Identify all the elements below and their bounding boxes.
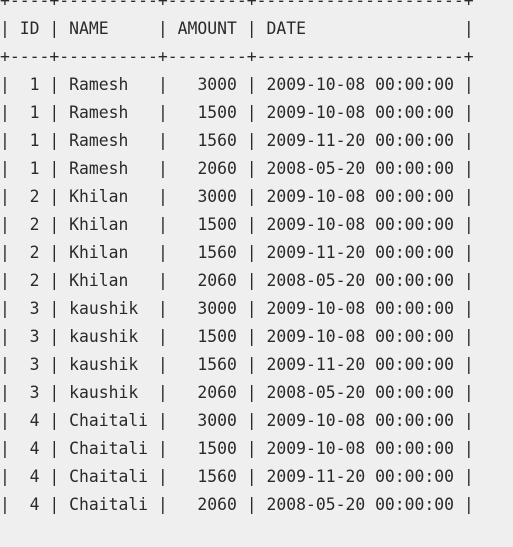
cell-id: 3 <box>29 383 40 402</box>
cell-date: 2008-05-20 00:00:00 <box>266 495 455 514</box>
cell-name: Chaitali <box>69 467 149 486</box>
column-header-amount: AMOUNT <box>177 19 237 38</box>
cell-id: 1 <box>29 103 40 122</box>
cell-id: 3 <box>29 299 40 318</box>
cell-amount: 1560 <box>197 131 237 150</box>
cell-amount: 1560 <box>197 355 237 374</box>
cell-amount: 1500 <box>197 327 237 346</box>
cell-name: Khilan <box>69 187 129 206</box>
table-border-header: +----+----------+--------+--------------… <box>0 47 474 66</box>
table-row: | 2 | Khilan | 1500 | 2009-10-08 00:00:0… <box>0 215 474 234</box>
table-row: | 4 | Chaitali | 2060 | 2008-05-20 00:00… <box>0 495 474 514</box>
cell-name: Khilan <box>69 271 129 290</box>
cell-date: 2009-10-08 00:00:00 <box>266 327 455 346</box>
table-row: | 4 | Chaitali | 1560 | 2009-11-20 00:00… <box>0 467 474 486</box>
cell-date: 2008-05-20 00:00:00 <box>266 159 455 178</box>
cell-amount: 1500 <box>197 215 237 234</box>
cell-id: 2 <box>29 271 40 290</box>
table-row: | 1 | Ramesh | 3000 | 2009-10-08 00:00:0… <box>0 75 474 94</box>
cell-amount: 3000 <box>197 187 237 206</box>
cell-id: 1 <box>29 159 40 178</box>
table-row: | 3 | kaushik | 1560 | 2009-11-20 00:00:… <box>0 355 474 374</box>
cell-id: 4 <box>29 467 40 486</box>
cell-name: Ramesh <box>69 159 129 178</box>
cell-amount: 2060 <box>197 383 237 402</box>
cell-name: Khilan <box>69 215 129 234</box>
table-row: | 2 | Khilan | 1560 | 2009-11-20 00:00:0… <box>0 243 474 262</box>
cell-id: 4 <box>29 495 40 514</box>
cell-name: Ramesh <box>69 131 129 150</box>
cell-amount: 3000 <box>197 75 237 94</box>
cell-amount: 2060 <box>197 271 237 290</box>
table-row: | 2 | Khilan | 3000 | 2009-10-08 00:00:0… <box>0 187 474 206</box>
cell-name: Ramesh <box>69 75 129 94</box>
cell-name: kaushik <box>69 299 139 318</box>
cell-name: Chaitali <box>69 439 149 458</box>
cell-name: kaushik <box>69 327 139 346</box>
cell-amount: 1500 <box>197 103 237 122</box>
cell-date: 2009-11-20 00:00:00 <box>266 243 455 262</box>
table-header-row: | ID | NAME | AMOUNT | DATE | <box>0 19 474 38</box>
table-row: | 4 | Chaitali | 1500 | 2009-10-08 00:00… <box>0 439 474 458</box>
column-header-name: NAME <box>69 19 109 38</box>
table-row: | 2 | Khilan | 2060 | 2008-05-20 00:00:0… <box>0 271 474 290</box>
column-header-date: DATE <box>266 19 306 38</box>
cell-id: 1 <box>29 75 40 94</box>
cell-date: 2009-10-08 00:00:00 <box>266 75 455 94</box>
cell-date: 2008-05-20 00:00:00 <box>266 271 455 290</box>
cell-amount: 2060 <box>197 495 237 514</box>
cell-id: 2 <box>29 243 40 262</box>
cell-amount: 1560 <box>197 243 237 262</box>
cell-name: Chaitali <box>69 495 149 514</box>
cell-amount: 1500 <box>197 439 237 458</box>
cell-date: 2009-10-08 00:00:00 <box>266 411 455 430</box>
cell-amount: 1560 <box>197 467 237 486</box>
table-row: | 1 | Ramesh | 1560 | 2009-11-20 00:00:0… <box>0 131 474 150</box>
table-body: | 1 | Ramesh | 3000 | 2009-10-08 00:00:0… <box>0 71 474 519</box>
cell-id: 1 <box>29 131 40 150</box>
table-row: | 3 | kaushik | 3000 | 2009-10-08 00:00:… <box>0 299 474 318</box>
table-row: | 3 | kaushik | 2060 | 2008-05-20 00:00:… <box>0 383 474 402</box>
cell-name: Chaitali <box>69 411 149 430</box>
cell-amount: 3000 <box>197 411 237 430</box>
cell-date: 2009-10-08 00:00:00 <box>266 439 455 458</box>
sql-result-table: +----+----------+--------+--------------… <box>0 0 474 519</box>
cell-id: 4 <box>29 439 40 458</box>
cell-date: 2009-11-20 00:00:00 <box>266 131 455 150</box>
cell-id: 2 <box>29 187 40 206</box>
cell-date: 2009-10-08 00:00:00 <box>266 187 455 206</box>
cell-date: 2009-10-08 00:00:00 <box>266 299 455 318</box>
table-border-top: +----+----------+--------+--------------… <box>0 0 474 10</box>
table-row: | 1 | Ramesh | 1500 | 2009-10-08 00:00:0… <box>0 103 474 122</box>
cell-date: 2009-10-08 00:00:00 <box>266 103 455 122</box>
cell-date: 2008-05-20 00:00:00 <box>266 383 455 402</box>
cell-date: 2009-11-20 00:00:00 <box>266 467 455 486</box>
cell-date: 2009-11-20 00:00:00 <box>266 355 455 374</box>
cell-name: Khilan <box>69 243 129 262</box>
table-row: | 1 | Ramesh | 2060 | 2008-05-20 00:00:0… <box>0 159 474 178</box>
cell-date: 2009-10-08 00:00:00 <box>266 215 455 234</box>
cell-name: kaushik <box>69 383 139 402</box>
cell-id: 3 <box>29 355 40 374</box>
table-row: | 3 | kaushik | 1500 | 2009-10-08 00:00:… <box>0 327 474 346</box>
cell-amount: 2060 <box>197 159 237 178</box>
cell-id: 2 <box>29 215 40 234</box>
cell-id: 3 <box>29 327 40 346</box>
table-row: | 4 | Chaitali | 3000 | 2009-10-08 00:00… <box>0 411 474 430</box>
column-header-id: ID <box>19 19 40 38</box>
cell-id: 4 <box>29 411 40 430</box>
cell-name: kaushik <box>69 355 139 374</box>
cell-amount: 3000 <box>197 299 237 318</box>
cell-name: Ramesh <box>69 103 129 122</box>
